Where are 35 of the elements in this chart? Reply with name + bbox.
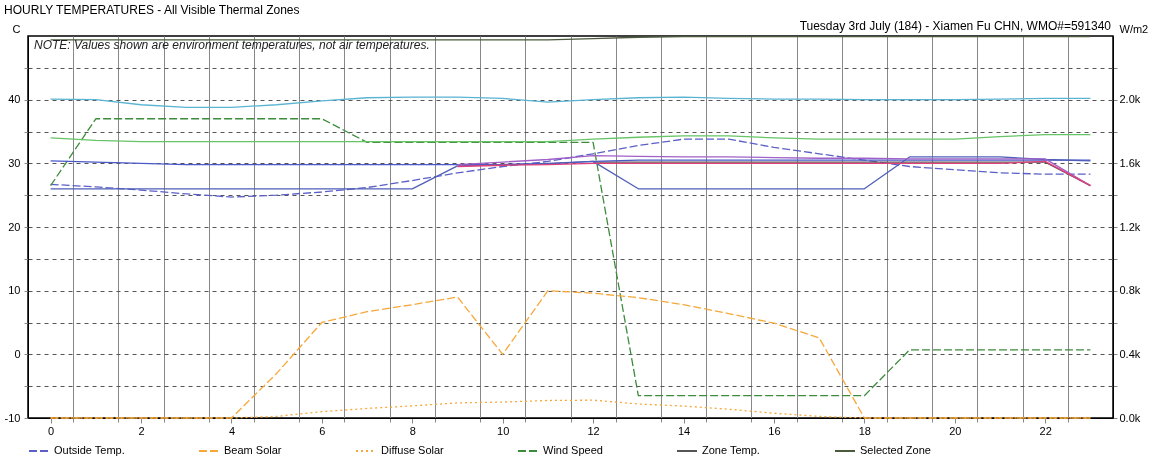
x-tick-label: 10	[497, 424, 510, 437]
x-tick-label: 4	[228, 424, 235, 437]
x-tick-label: 0	[48, 424, 55, 437]
y2-tick-label: 1.2k	[1119, 220, 1141, 233]
x-tick-label: 12	[587, 424, 600, 437]
y2-tick-label: 2.0k	[1119, 93, 1141, 106]
y2-tick-label: 0.0k	[1119, 411, 1141, 424]
x-tick-label: 6	[319, 424, 326, 437]
x-tick-label: 8	[409, 424, 416, 437]
chart-title: HOURLY TEMPERATURES - All Visible Thermal Zones	[4, 3, 300, 17]
y-tick-label: -10	[4, 411, 21, 424]
y-axis-title: C	[12, 22, 21, 35]
y-tick-label: 20	[8, 220, 21, 233]
x-tick-label: 20	[949, 424, 962, 437]
chart-subtitle: Tuesday 3rd July (184) - Xiamen Fu CHN, WMO#=591340	[799, 19, 1112, 33]
y-tick-label: 0	[14, 347, 21, 360]
legend-label: Zone Temp.	[702, 444, 760, 456]
x-tick-label: 18	[858, 424, 871, 437]
x-tick-label: 16	[768, 424, 781, 437]
y-tick-label: 30	[8, 156, 21, 169]
annotation: NOTE: Values shown are environment temperatures, not air temperatures.	[34, 38, 430, 52]
y-tick-label: 40	[8, 93, 21, 106]
legend-label: Selected Zone	[860, 444, 931, 456]
y2-tick-label: 0.8k	[1119, 284, 1141, 297]
y2-tick-label: 0.4k	[1119, 347, 1141, 360]
legend-label: Diffuse Solar	[381, 444, 445, 456]
legend-label: Beam Solar	[224, 444, 282, 456]
x-tick-label: 2	[138, 424, 145, 437]
x-tick-label: 22	[1039, 424, 1052, 437]
legend-label: Wind Speed	[543, 444, 603, 456]
x-tick-label: 14	[677, 424, 691, 437]
y2-axis-title: W/m2	[1119, 22, 1149, 35]
y2-tick-label: 1.6k	[1119, 156, 1141, 169]
legend-label: Outside Temp.	[54, 444, 125, 456]
y-tick-label: 10	[8, 284, 21, 297]
